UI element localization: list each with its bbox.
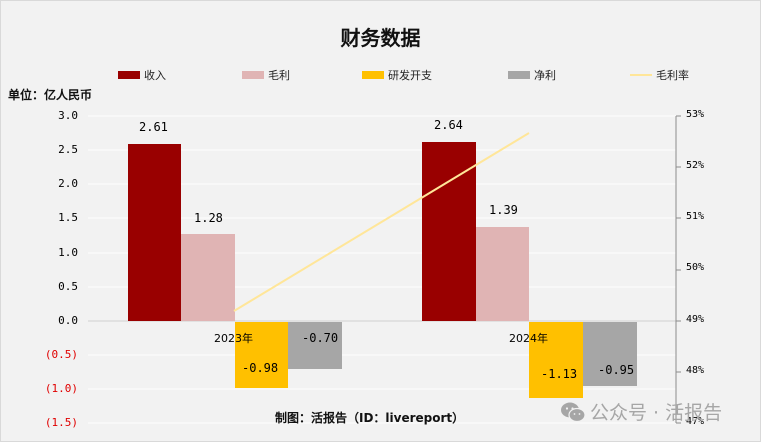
legend-item-gross-margin: 毛利率 [630, 67, 689, 83]
data-label-2024-net: -0.95 [598, 363, 635, 377]
wechat-icon [561, 402, 586, 422]
legend-item-revenue: 收入 [118, 67, 166, 83]
left-tick-negative: (1.0) [44, 382, 78, 395]
right-tick: 50% [686, 262, 705, 273]
left-tick: 3.0 [58, 109, 78, 122]
right-tick: 49% [686, 314, 705, 325]
footer-credit: 制图：活报告（ID：livereport） [275, 411, 465, 425]
right-tick: 52% [686, 160, 705, 171]
data-label-2023-net: -0.70 [302, 331, 339, 345]
data-label-2024-gross: 1.39 [489, 203, 518, 217]
category-label-2023: 2023年 [214, 332, 253, 345]
bar-2023-rd [235, 322, 288, 388]
gross-margin-line [233, 132, 530, 312]
right-tick: 51% [686, 211, 705, 222]
chart-title: 财务数据 [340, 26, 421, 50]
legend-swatch-rd [362, 71, 384, 79]
watermark: 公众号 · 活报告 [560, 398, 722, 425]
left-tick: 2.0 [58, 177, 78, 190]
bar-2024-net-profit [583, 322, 637, 386]
bar-2024-rd [529, 322, 583, 398]
left-tick: 1.5 [58, 211, 78, 224]
bar-2024-revenue [422, 142, 476, 321]
left-tick: 0.0 [58, 314, 78, 327]
legend-swatch-revenue [118, 71, 140, 79]
bar-2024-gross-profit [476, 227, 529, 321]
legend-item-net-profit: 净利 [508, 67, 556, 83]
right-tick: 53% [686, 109, 705, 120]
left-tick: 1.0 [58, 246, 78, 259]
bar-2023-revenue [128, 144, 181, 321]
legend-swatch-gross-margin [630, 74, 652, 76]
category-label-2024: 2024年 [509, 332, 548, 345]
left-tick-negative: (1.5) [44, 416, 78, 429]
data-label-2023-rd: -0.98 [242, 361, 279, 375]
data-label-2023-gross: 1.28 [194, 211, 223, 225]
unit-label: 单位：亿人民币 [8, 88, 93, 102]
bar-2023-gross-profit [181, 234, 235, 321]
data-label-2024-rd: -1.13 [541, 367, 578, 381]
legend-item-gross-profit: 毛利 [242, 67, 290, 83]
left-tick: 0.5 [58, 280, 78, 293]
left-tick: 2.5 [58, 143, 78, 156]
legend: 收入 毛利 研发开支 净利 毛利率 [0, 67, 761, 83]
legend-swatch-net-profit [508, 71, 530, 79]
data-label-2024-revenue: 2.64 [434, 118, 463, 132]
right-tick: 48% [686, 365, 705, 376]
left-tick-negative: (0.5) [44, 348, 78, 361]
right-tick: 47% [686, 416, 705, 427]
data-label-2023-revenue: 2.61 [139, 120, 168, 134]
legend-swatch-gross-profit [242, 71, 264, 79]
bar-2023-net-profit [288, 322, 342, 369]
legend-item-rd: 研发开支 [362, 67, 432, 83]
